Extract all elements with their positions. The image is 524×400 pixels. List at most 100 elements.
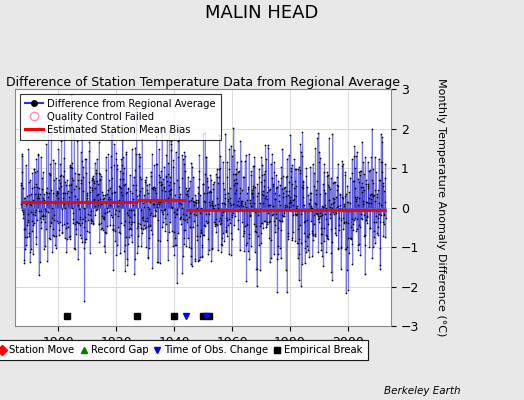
Point xyxy=(289,228,297,235)
Point xyxy=(333,204,341,211)
Point xyxy=(133,198,141,205)
Point xyxy=(222,224,230,230)
Point xyxy=(136,154,144,160)
Point xyxy=(358,216,366,222)
Point xyxy=(156,168,165,174)
Point xyxy=(219,230,227,236)
Point xyxy=(21,195,29,201)
Point xyxy=(78,220,86,226)
Point xyxy=(258,200,267,206)
Point xyxy=(281,184,289,190)
Point xyxy=(235,168,243,174)
Point xyxy=(97,220,105,226)
Point xyxy=(127,239,136,245)
Point xyxy=(356,172,364,178)
Point xyxy=(243,196,252,203)
Point xyxy=(135,192,143,198)
Point xyxy=(158,224,167,230)
Point xyxy=(362,199,370,205)
Point xyxy=(173,206,181,212)
Point xyxy=(274,225,282,231)
Point xyxy=(293,207,301,213)
Point xyxy=(160,163,168,170)
Point xyxy=(357,189,366,196)
Point xyxy=(118,198,127,204)
Point xyxy=(162,152,170,158)
Point xyxy=(110,141,118,147)
Point xyxy=(143,218,151,224)
Point xyxy=(140,197,148,204)
Point xyxy=(145,181,153,188)
Point xyxy=(83,192,92,198)
Point xyxy=(111,228,119,235)
Point xyxy=(62,249,71,255)
Point xyxy=(309,160,317,167)
Point xyxy=(19,184,27,191)
Point xyxy=(202,178,211,184)
Point xyxy=(85,139,94,146)
Point xyxy=(124,185,133,192)
Point xyxy=(315,148,323,155)
Point xyxy=(249,206,258,212)
Point xyxy=(136,224,145,231)
Point xyxy=(208,198,216,204)
Point xyxy=(266,202,274,208)
Point xyxy=(174,154,182,160)
Point xyxy=(122,149,130,155)
Point xyxy=(106,153,115,160)
Point xyxy=(299,194,308,200)
Point xyxy=(323,173,331,180)
Point xyxy=(64,234,73,240)
Point xyxy=(270,190,279,196)
Point xyxy=(70,246,79,252)
Point xyxy=(72,196,81,202)
Point xyxy=(361,242,369,248)
Point xyxy=(290,185,299,192)
Point xyxy=(224,196,232,202)
Point xyxy=(134,223,143,230)
Point xyxy=(89,221,97,227)
Point xyxy=(167,138,175,144)
Point xyxy=(262,224,270,230)
Point xyxy=(41,219,49,225)
Point xyxy=(72,226,80,232)
Point xyxy=(373,208,381,214)
Point xyxy=(198,244,206,250)
Point xyxy=(139,222,148,228)
Point xyxy=(289,197,298,204)
Point xyxy=(253,266,261,272)
Point xyxy=(319,204,328,210)
Point xyxy=(188,208,196,215)
Point xyxy=(70,199,78,206)
Point xyxy=(184,198,193,205)
Point xyxy=(239,174,248,180)
Point xyxy=(104,176,113,183)
Point xyxy=(308,230,316,236)
Point xyxy=(159,211,168,218)
Point xyxy=(278,186,287,192)
Point xyxy=(321,190,329,196)
Point xyxy=(154,216,162,223)
Point xyxy=(244,184,253,190)
Point xyxy=(85,249,94,256)
Point xyxy=(79,164,87,170)
Point xyxy=(156,199,164,205)
Point xyxy=(245,256,254,262)
Point xyxy=(172,207,181,213)
Point xyxy=(68,164,76,171)
Point xyxy=(36,191,45,197)
Point xyxy=(30,166,38,172)
Point xyxy=(89,186,97,193)
Point xyxy=(141,223,150,230)
Point xyxy=(23,222,31,228)
Point xyxy=(379,179,387,186)
Point xyxy=(241,222,249,229)
Point xyxy=(302,243,311,249)
Point xyxy=(21,162,30,168)
Point xyxy=(292,202,301,209)
Point xyxy=(122,234,130,240)
Point xyxy=(304,247,312,253)
Point xyxy=(259,177,268,184)
Point xyxy=(35,185,43,192)
Point xyxy=(199,131,208,138)
